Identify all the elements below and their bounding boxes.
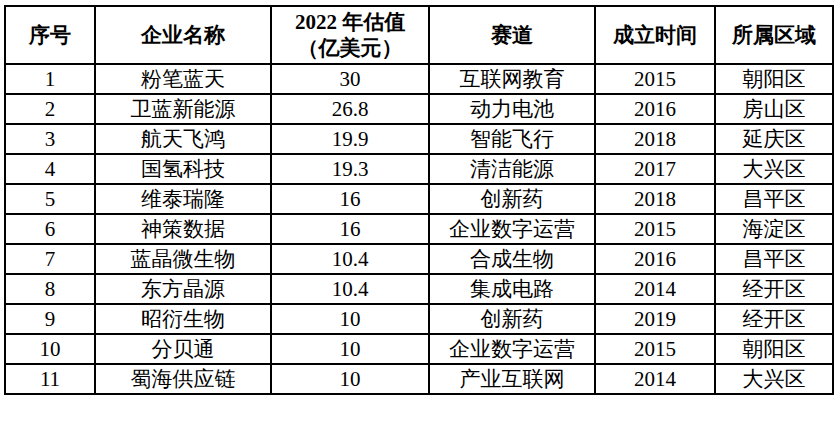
cell-valuation: 10 xyxy=(271,304,429,334)
cell-index: 9 xyxy=(5,304,95,334)
cell-index: 1 xyxy=(5,64,95,94)
cell-district: 延庆区 xyxy=(715,124,833,154)
cell-district: 海淀区 xyxy=(715,214,833,244)
table-row: 3航天飞鸿19.9智能飞行2018延庆区 xyxy=(5,124,833,154)
cell-index: 5 xyxy=(5,184,95,214)
cell-district: 经开区 xyxy=(715,274,833,304)
cell-index: 7 xyxy=(5,244,95,274)
cell-index: 6 xyxy=(5,214,95,244)
cell-name: 粉笔蓝天 xyxy=(95,64,271,94)
cell-name: 卫蓝新能源 xyxy=(95,94,271,124)
cell-district: 朝阳区 xyxy=(715,334,833,364)
table-row: 9昭衍生物10创新药2019经开区 xyxy=(5,304,833,334)
cell-track: 清洁能源 xyxy=(429,154,595,184)
cell-name: 蜀海供应链 xyxy=(95,364,271,394)
companies-table: 序号 企业名称 2022 年估值 （亿美元） 赛道 成立时间 所属区域 1粉笔蓝… xyxy=(4,5,834,395)
table-row: 2卫蓝新能源26.8动力电池2016房山区 xyxy=(5,94,833,124)
cell-founded: 2015 xyxy=(595,334,715,364)
table-row: 7蓝晶微生物10.4合成生物2016昌平区 xyxy=(5,244,833,274)
cell-founded: 2018 xyxy=(595,184,715,214)
cell-name: 维泰瑞隆 xyxy=(95,184,271,214)
cell-founded: 2015 xyxy=(595,64,715,94)
cell-founded: 2019 xyxy=(595,304,715,334)
cell-index: 3 xyxy=(5,124,95,154)
cell-track: 动力电池 xyxy=(429,94,595,124)
cell-name: 国氢科技 xyxy=(95,154,271,184)
cell-founded: 2016 xyxy=(595,244,715,274)
cell-valuation: 16 xyxy=(271,184,429,214)
table-body: 1粉笔蓝天30互联网教育2015朝阳区2卫蓝新能源26.8动力电池2016房山区… xyxy=(5,64,833,394)
cell-founded: 2014 xyxy=(595,274,715,304)
cell-district: 大兴区 xyxy=(715,364,833,394)
table-row: 1粉笔蓝天30互联网教育2015朝阳区 xyxy=(5,64,833,94)
header-index: 序号 xyxy=(5,6,95,64)
cell-valuation: 30 xyxy=(271,64,429,94)
cell-name: 东方晶源 xyxy=(95,274,271,304)
header-district: 所属区域 xyxy=(715,6,833,64)
cell-track: 产业互联网 xyxy=(429,364,595,394)
table-row: 11蜀海供应链10产业互联网2014大兴区 xyxy=(5,364,833,394)
cell-founded: 2016 xyxy=(595,94,715,124)
header-founded: 成立时间 xyxy=(595,6,715,64)
cell-valuation: 26.8 xyxy=(271,94,429,124)
cell-index: 4 xyxy=(5,154,95,184)
cell-index: 8 xyxy=(5,274,95,304)
cell-valuation: 10.4 xyxy=(271,244,429,274)
header-track: 赛道 xyxy=(429,6,595,64)
cell-track: 智能飞行 xyxy=(429,124,595,154)
header-valuation: 2022 年估值 （亿美元） xyxy=(271,6,429,64)
cell-district: 昌平区 xyxy=(715,244,833,274)
cell-founded: 2015 xyxy=(595,214,715,244)
cell-valuation: 19.9 xyxy=(271,124,429,154)
cell-founded: 2017 xyxy=(595,154,715,184)
cell-district: 朝阳区 xyxy=(715,64,833,94)
cell-founded: 2014 xyxy=(595,364,715,394)
cell-index: 10 xyxy=(5,334,95,364)
cell-name: 蓝晶微生物 xyxy=(95,244,271,274)
cell-valuation: 10.4 xyxy=(271,274,429,304)
cell-valuation: 10 xyxy=(271,334,429,364)
cell-track: 合成生物 xyxy=(429,244,595,274)
cell-index: 11 xyxy=(5,364,95,394)
cell-district: 房山区 xyxy=(715,94,833,124)
cell-valuation: 16 xyxy=(271,214,429,244)
cell-track: 集成电路 xyxy=(429,274,595,304)
cell-valuation: 19.3 xyxy=(271,154,429,184)
header-name: 企业名称 xyxy=(95,6,271,64)
table-row: 4国氢科技19.3清洁能源2017大兴区 xyxy=(5,154,833,184)
cell-name: 航天飞鸿 xyxy=(95,124,271,154)
cell-track: 互联网教育 xyxy=(429,64,595,94)
table-row: 6神策数据16企业数字运营2015海淀区 xyxy=(5,214,833,244)
table-row: 8东方晶源10.4集成电路2014经开区 xyxy=(5,274,833,304)
cell-index: 2 xyxy=(5,94,95,124)
cell-valuation: 10 xyxy=(271,364,429,394)
cell-name: 分贝通 xyxy=(95,334,271,364)
cell-founded: 2018 xyxy=(595,124,715,154)
cell-district: 昌平区 xyxy=(715,184,833,214)
cell-track: 企业数字运营 xyxy=(429,334,595,364)
header-row: 序号 企业名称 2022 年估值 （亿美元） 赛道 成立时间 所属区域 xyxy=(5,6,833,64)
table-header: 序号 企业名称 2022 年估值 （亿美元） 赛道 成立时间 所属区域 xyxy=(5,6,833,64)
cell-name: 神策数据 xyxy=(95,214,271,244)
cell-track: 企业数字运营 xyxy=(429,214,595,244)
cell-track: 创新药 xyxy=(429,304,595,334)
cell-district: 大兴区 xyxy=(715,154,833,184)
table-row: 10分贝通10企业数字运营2015朝阳区 xyxy=(5,334,833,364)
document-page: 序号 企业名称 2022 年估值 （亿美元） 赛道 成立时间 所属区域 1粉笔蓝… xyxy=(0,0,840,429)
cell-track: 创新药 xyxy=(429,184,595,214)
cell-name: 昭衍生物 xyxy=(95,304,271,334)
cell-district: 经开区 xyxy=(715,304,833,334)
table-row: 5维泰瑞隆16创新药2018昌平区 xyxy=(5,184,833,214)
